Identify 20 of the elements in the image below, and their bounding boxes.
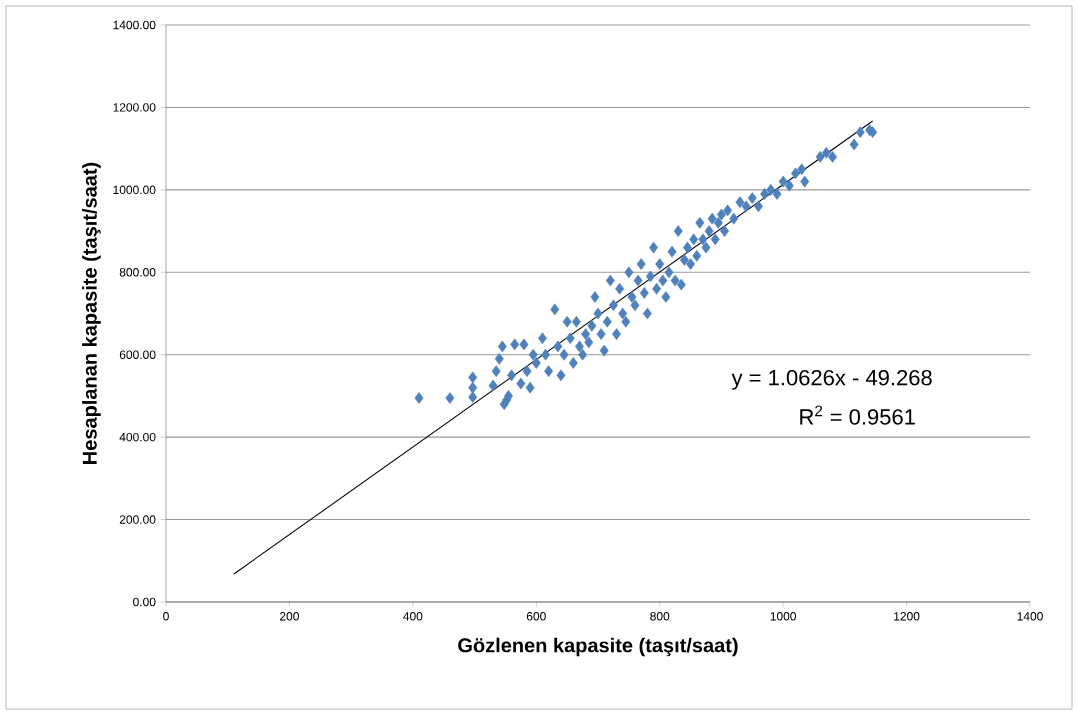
- y-tick-label: 1400.00: [113, 20, 156, 30]
- y-tick-label: 0.00: [133, 597, 156, 607]
- x-tick-label: 800: [650, 612, 670, 621]
- x-tick-label: 0: [163, 612, 169, 621]
- y-axis-title: Hesaplanan kapasite (taşıt/saat): [82, 162, 101, 464]
- x-tick-label: 1000: [770, 612, 797, 621]
- x-tick-label: 200: [280, 612, 299, 621]
- annotation: R$^{2}$ = 0.9561: [800, 405, 915, 425]
- x-axis-title: Gözlenen kapasite (taşıt/saat): [458, 637, 738, 657]
- x-tick-label: 1200: [894, 612, 920, 621]
- x-tick-label: 1400: [1017, 612, 1043, 621]
- annotation: y = 1.0626x - 49.268: [731, 369, 932, 390]
- y-tick-label: 1200.00: [113, 103, 156, 112]
- x-tick-label: 600: [526, 612, 546, 621]
- y-tick-label: 800.00: [119, 268, 156, 277]
- y-tick-label: 600.00: [119, 350, 156, 359]
- x-tick-label: 400: [403, 612, 423, 621]
- y-tick-label: 400.00: [119, 432, 156, 442]
- y-tick-label: 1000.00: [113, 185, 156, 195]
- y-tick-label: 200.00: [119, 515, 156, 524]
